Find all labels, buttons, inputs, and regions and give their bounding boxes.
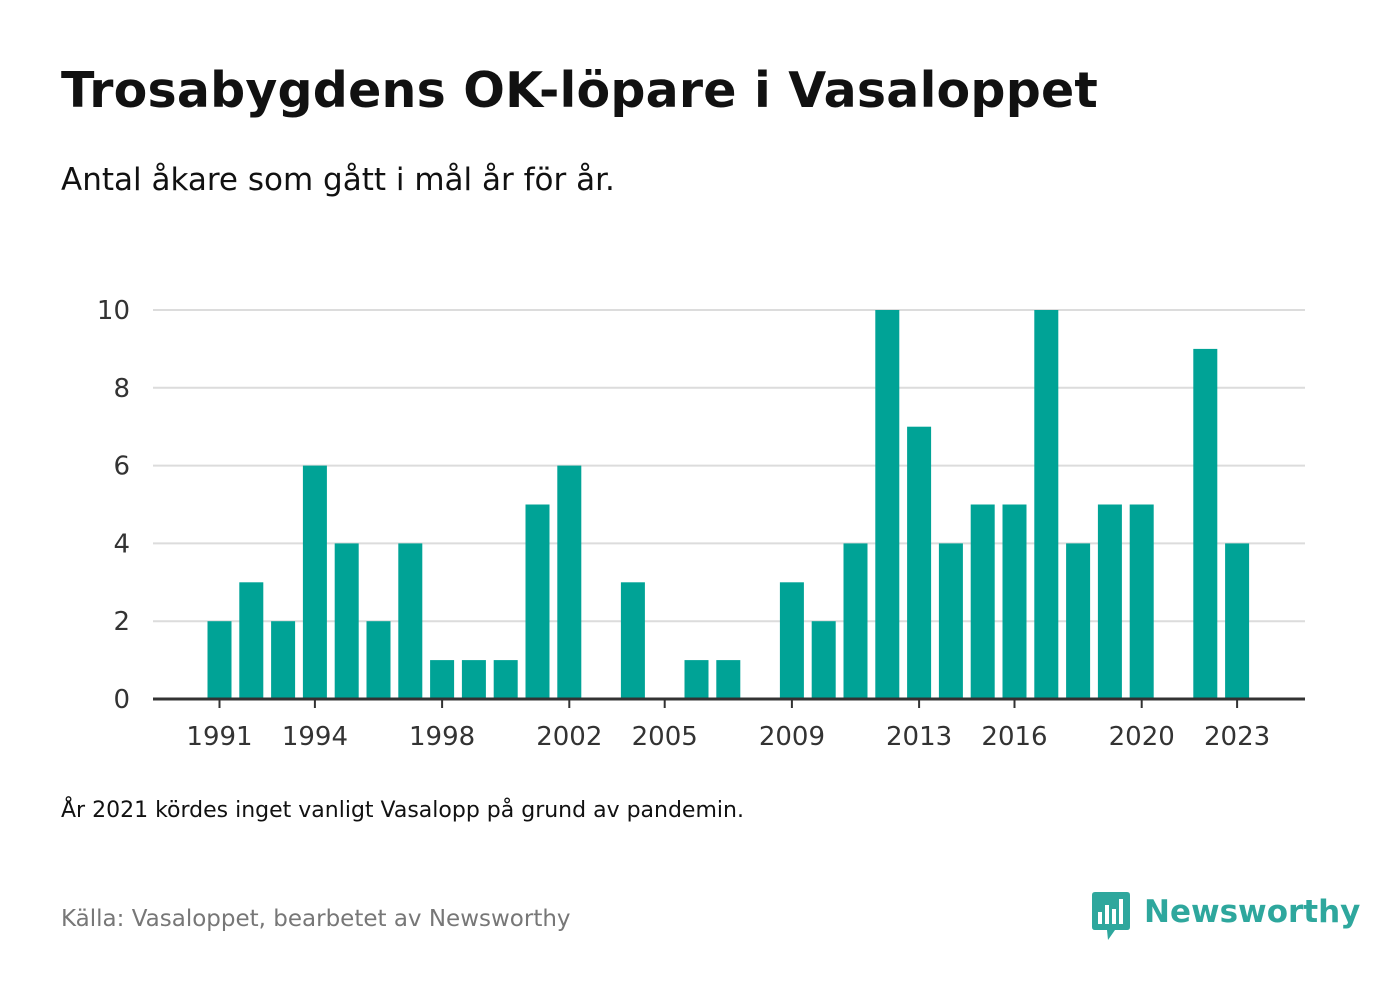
chart-subtitle: Antal åkare som gått i mål år för år.	[61, 162, 615, 198]
tick-labels: 0 2 4 6 8 10 1991 1994 1998 2002 2005 2009 2013 2016 2…	[97, 296, 1270, 752]
y-tick-label: 4	[113, 529, 130, 559]
x-tick-label: 2023	[1204, 722, 1270, 752]
x-tick-label: 1994	[282, 722, 348, 752]
bars	[207, 310, 1250, 699]
x-tick-label: 2016	[981, 722, 1047, 752]
bar-2023	[1225, 543, 1250, 699]
bar-2012	[875, 310, 900, 699]
bar-2004	[620, 582, 645, 699]
x-tick-label: 2009	[759, 722, 825, 752]
newsworthy-logo: Newsworthy	[1090, 890, 1360, 942]
brand-name: Newsworthy	[1144, 894, 1361, 930]
axes	[153, 697, 1305, 708]
y-tick-label: 8	[113, 374, 130, 404]
bar-1999	[461, 660, 486, 699]
bar-2010	[811, 621, 836, 699]
bar-1991	[207, 621, 232, 699]
bar-2006	[684, 660, 709, 699]
bar-2022	[1193, 348, 1218, 699]
bar-2016	[1002, 504, 1027, 699]
y-tick-label: 2	[113, 607, 130, 637]
bar-1993	[271, 621, 296, 699]
bar-1998	[430, 660, 455, 699]
bar-2014	[938, 543, 963, 699]
x-tick-label: 1991	[186, 722, 252, 752]
bar-1992	[239, 582, 264, 699]
bar-2002	[557, 465, 582, 699]
bar-1997	[398, 543, 423, 699]
bar-2001	[525, 504, 550, 699]
x-tick-label: 2020	[1109, 722, 1175, 752]
bar-2013	[907, 426, 932, 699]
x-tick-label: 2002	[536, 722, 602, 752]
newsworthy-bar-chart-bubble-icon	[1092, 892, 1130, 940]
x-tick-label: 2005	[632, 722, 698, 752]
y-tick-label: 6	[113, 452, 130, 482]
y-tick-label: 10	[97, 296, 130, 326]
bar-1994	[302, 465, 327, 699]
bar-2015	[970, 504, 995, 699]
bar-2011	[843, 543, 868, 699]
bar-2000	[493, 660, 518, 699]
chart-note: År 2021 kördes inget vanligt Vasalopp på…	[61, 798, 744, 823]
bar-2018	[1066, 543, 1091, 699]
bar-2007	[716, 660, 741, 699]
y-tick-label: 0	[113, 685, 130, 715]
bar-2017	[1034, 310, 1059, 699]
bar-2009	[779, 582, 804, 699]
source-credit: Källa: Vasaloppet, bearbetet av Newswort…	[61, 906, 571, 932]
bar-2019	[1097, 504, 1122, 699]
x-tick-label: 2013	[886, 722, 952, 752]
bar-2020	[1129, 504, 1154, 699]
x-tick-label: 1998	[409, 722, 475, 752]
chart-title: Trosabygdens OK-löpare i Vasaloppet	[61, 62, 1099, 119]
bar-1995	[334, 543, 359, 699]
bar-1996	[366, 621, 391, 699]
